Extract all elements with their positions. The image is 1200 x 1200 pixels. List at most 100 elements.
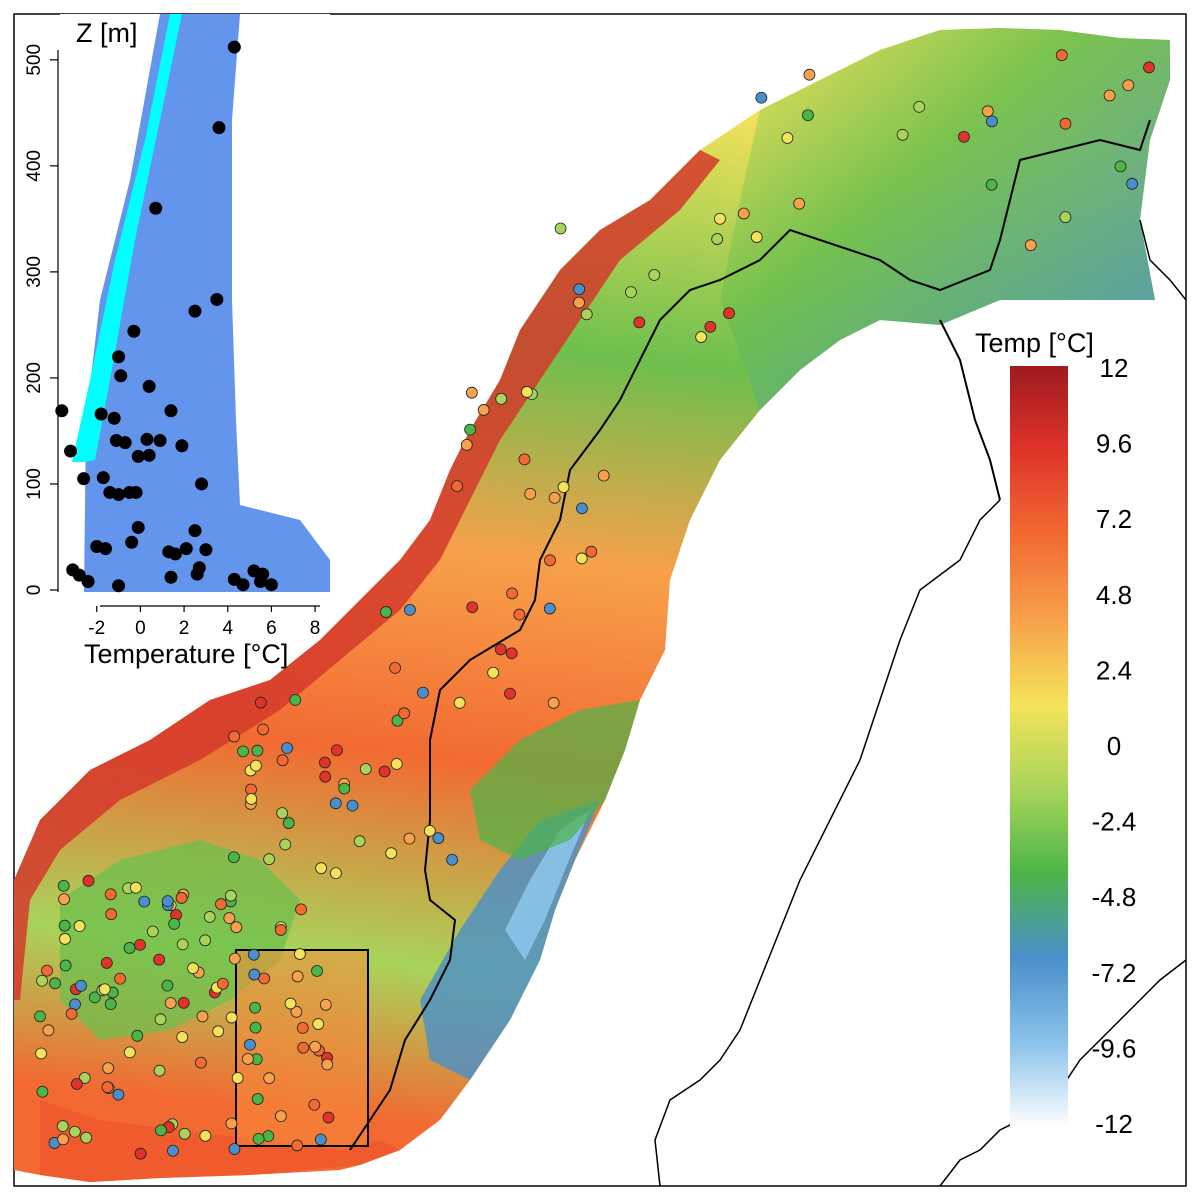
colorbar-tick-label: -2.4 — [1092, 807, 1137, 837]
station-marker — [311, 965, 323, 977]
station-marker — [1059, 211, 1072, 224]
station-marker — [290, 1005, 303, 1018]
observation-point — [168, 547, 182, 561]
inset-x-tick-label: 4 — [222, 618, 233, 639]
observation-point — [98, 542, 112, 556]
inset-x-label: Temperature [°C] — [84, 639, 288, 669]
station-marker — [781, 132, 794, 144]
station-marker — [580, 308, 593, 321]
station-marker — [557, 481, 570, 493]
station-marker — [134, 938, 146, 951]
station-marker — [228, 730, 241, 743]
station-marker — [251, 744, 264, 757]
station-marker — [100, 956, 113, 969]
station-marker — [164, 997, 177, 1009]
colorbar-tick-label: -7.2 — [1092, 958, 1137, 988]
station-marker — [237, 745, 249, 758]
station-marker — [249, 1021, 262, 1034]
station-marker — [1143, 61, 1155, 74]
station-marker — [42, 1024, 55, 1037]
station-marker — [524, 487, 537, 500]
station-marker — [262, 1130, 275, 1143]
observation-point — [142, 379, 156, 393]
inset-x-tick-label: 8 — [310, 618, 321, 639]
station-marker — [123, 942, 136, 954]
station-marker — [228, 952, 241, 965]
station-marker — [175, 892, 188, 904]
station-marker — [275, 1110, 287, 1123]
station-marker — [446, 853, 459, 866]
raster-very-cold — [505, 810, 590, 960]
station-marker — [176, 938, 189, 951]
station-marker — [466, 601, 479, 614]
station-marker — [68, 1125, 81, 1138]
station-marker — [505, 647, 518, 660]
station-marker — [203, 911, 216, 923]
station-marker — [59, 959, 72, 972]
station-marker — [504, 687, 516, 700]
station-marker — [309, 1040, 322, 1053]
station-marker — [138, 895, 151, 908]
station-marker — [73, 920, 86, 932]
station-marker — [711, 233, 724, 245]
boundaries — [349, 119, 1187, 1187]
station-marker — [131, 1029, 144, 1042]
station-marker — [378, 765, 391, 778]
station-marker — [451, 480, 463, 493]
observation-point — [131, 520, 145, 534]
station-marker — [521, 386, 533, 398]
inset-x-tick-label: 0 — [135, 618, 146, 639]
station-marker — [168, 917, 181, 930]
observation-point — [188, 524, 202, 538]
station-marker — [291, 1139, 304, 1152]
station-marker — [56, 1120, 69, 1132]
station-marker — [224, 889, 237, 902]
station-marker — [114, 972, 126, 985]
station-marker — [216, 977, 229, 990]
station-marker — [319, 770, 332, 783]
station-marker — [312, 1018, 325, 1030]
station-marker — [597, 469, 610, 482]
inset-model-cloud — [72, 14, 330, 592]
station-marker — [263, 1072, 276, 1085]
colorbar-tick-label: 12 — [1100, 353, 1129, 383]
station-marker — [460, 438, 473, 451]
station-marker — [161, 895, 174, 908]
colorbar-tick-label: 2.4 — [1096, 655, 1132, 685]
inset-y-tick-label: 500 — [24, 44, 45, 76]
station-marker — [346, 799, 359, 812]
inset-cyan-band — [72, 14, 182, 462]
colorbar-ramp — [1010, 366, 1068, 1128]
station-marker — [487, 666, 500, 679]
station-marker — [263, 853, 276, 866]
station-marker — [321, 1058, 334, 1071]
station-marker — [518, 453, 531, 466]
russia-border — [1139, 219, 1187, 301]
station-marker — [896, 128, 909, 141]
station-marker — [297, 1041, 310, 1054]
station-marker — [390, 758, 403, 770]
observation-point — [142, 448, 156, 462]
station-marker — [57, 1133, 69, 1146]
station-marker — [225, 1117, 238, 1130]
station-marker — [308, 1098, 321, 1111]
station-marker — [315, 862, 328, 875]
station-marker — [573, 296, 585, 309]
station-marker — [58, 919, 71, 932]
station-marker — [276, 807, 289, 820]
observation-point — [112, 350, 126, 364]
station-marker — [423, 824, 436, 837]
observation-point — [199, 543, 213, 557]
observation-point — [131, 449, 145, 463]
station-marker — [104, 888, 117, 901]
station-marker — [65, 1007, 78, 1020]
station-marker — [228, 1143, 241, 1155]
station-marker — [723, 307, 735, 320]
station-marker — [199, 1129, 212, 1142]
observation-point — [236, 578, 250, 592]
station-marker — [101, 1081, 114, 1094]
inset-x-tick-label: 2 — [179, 618, 190, 639]
observation-point — [55, 404, 69, 418]
station-marker — [276, 754, 289, 767]
